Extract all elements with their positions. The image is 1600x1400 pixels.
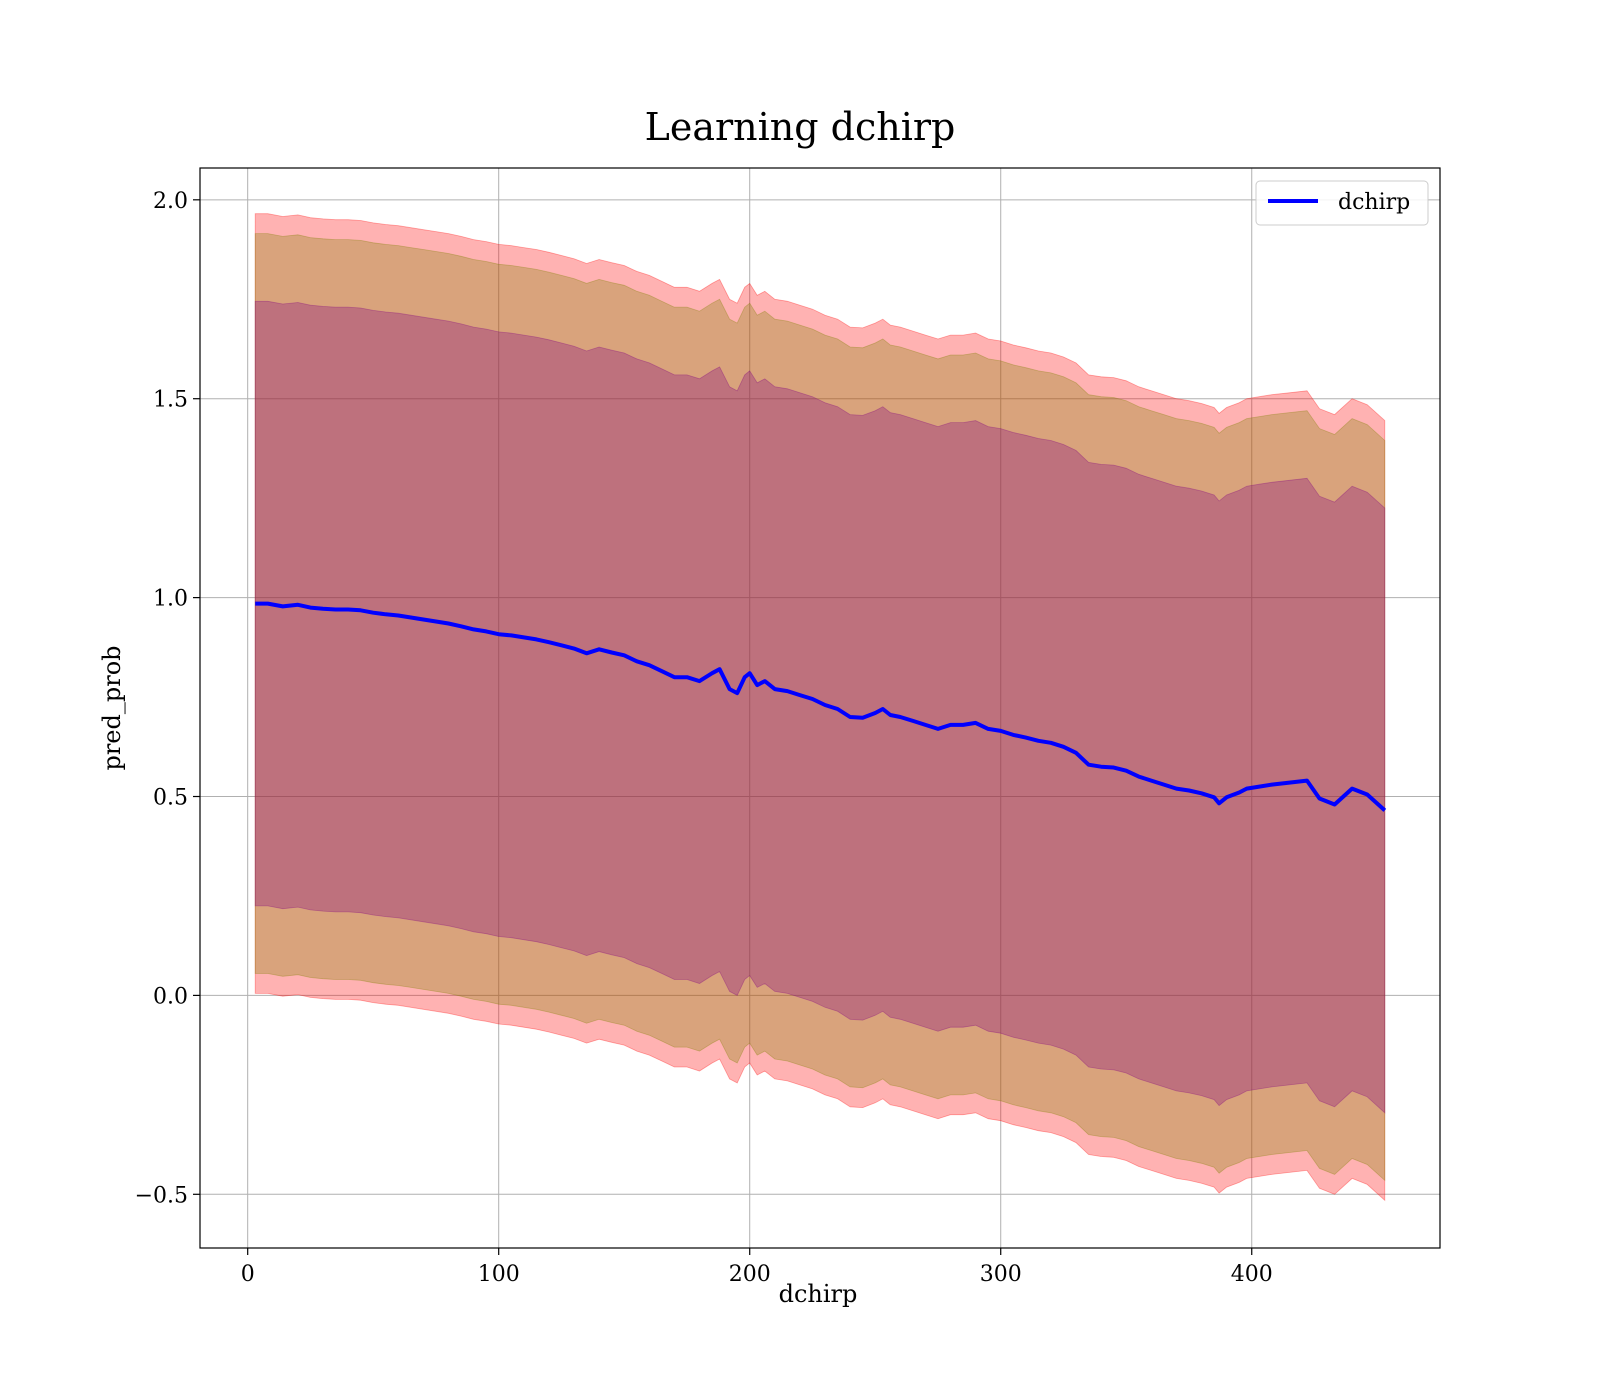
x-axis-label: dchirp (779, 1280, 858, 1308)
y-tick-label: 1.0 (153, 587, 188, 612)
confidence-band-2 (254, 233, 1386, 1182)
grid (200, 168, 1440, 1248)
x-tick-label: 300 (980, 1262, 1022, 1287)
confidence-band-1 (254, 213, 1386, 1202)
x-tick-label: 400 (1231, 1262, 1273, 1287)
x-tick-label: 100 (478, 1262, 520, 1287)
y-tick-label: 0.0 (153, 984, 188, 1009)
plot-frame (199, 167, 1441, 1249)
y-tick-label: 2.0 (153, 189, 188, 214)
y-tick-label: 0.5 (153, 786, 188, 811)
y-tick-label: 1.5 (153, 388, 188, 413)
axis-ticks: 0 100 200 300 400 −0.5 0.0 0.5 1.0 1.5 2.0 (135, 189, 1273, 1287)
x-tick-label: 0 (241, 1262, 255, 1287)
series-lines (255, 601, 1387, 812)
legend-label: dchirp (1338, 190, 1410, 215)
series-line-dchirp (255, 601, 1387, 812)
y-tick-label: −0.5 (135, 1183, 188, 1208)
x-tick-label: 200 (729, 1262, 771, 1287)
y-axis-label: pred_prob (98, 645, 126, 770)
legend: dchirp (1255, 180, 1429, 226)
confidence-bands (254, 213, 1386, 1202)
legend-box (1255, 180, 1429, 226)
confidence-band-3 (254, 300, 1386, 1114)
chart-title: Learning dchirp (645, 105, 956, 149)
